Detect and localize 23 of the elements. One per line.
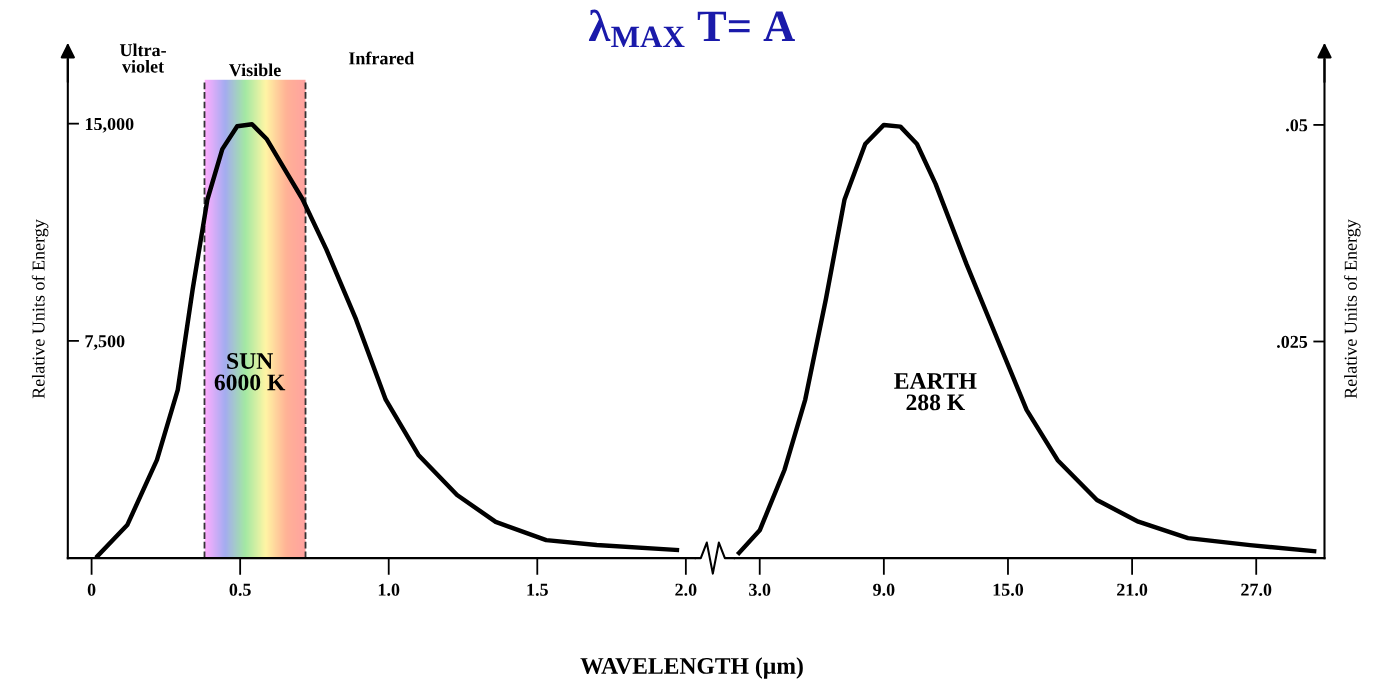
x-axis-title: WAVELENGTH (µm) [580, 657, 803, 679]
x-tick-label: 15.0 [993, 583, 1024, 596]
chart-title: λ$_{MAX}$ T= A [588, 9, 795, 48]
annotation: Ultra- violet [119, 43, 166, 73]
x-tick-label: 1.0 [378, 583, 400, 596]
x-tick-label: 27.0 [1241, 583, 1272, 596]
x-tick-label: 9.0 [873, 583, 895, 596]
annotation: Infrared [348, 51, 415, 65]
band-label: Visible [228, 63, 281, 77]
y-axis-title: Relative Units of Energy [1343, 219, 1361, 399]
y-tick-label: .025 [1277, 335, 1308, 349]
x-tick-label: 0 [87, 583, 96, 596]
y-tick-label: .05 [1286, 119, 1308, 132]
x-tick-label: 3.0 [749, 583, 771, 596]
annotation: SUN 6000 K [214, 353, 286, 391]
x-tick-label: 1.5 [527, 583, 548, 596]
y-axis-title: Relative Units of Energy [31, 219, 49, 399]
y-tick-label: 7,500 [85, 335, 125, 350]
x-tick-label: 21.0 [1117, 583, 1148, 596]
x-tick-label: 0.5 [229, 583, 251, 596]
annotation: EARTH 288 K [894, 373, 977, 411]
y-tick-label: 15,000 [85, 117, 134, 133]
x-tick-label: 2.0 [675, 583, 697, 596]
